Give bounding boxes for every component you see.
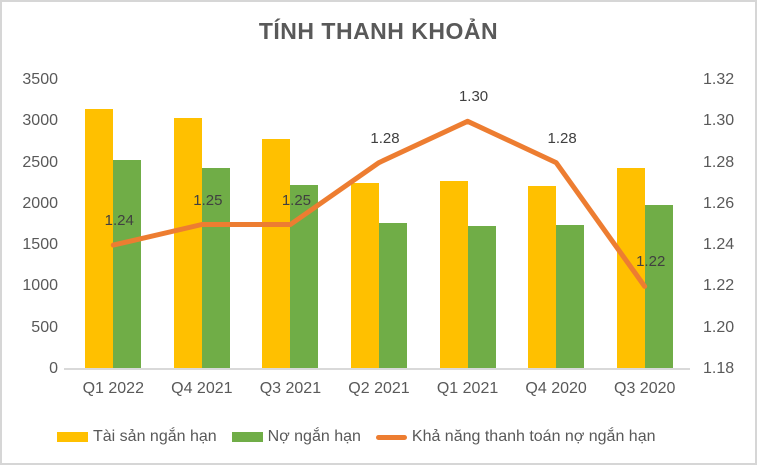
x-axis-label: Q1 2022: [82, 380, 144, 397]
ratio-line-swatch-icon: [375, 434, 407, 440]
left-axis-tick: 3000: [22, 112, 58, 130]
left-axis-tick: 2000: [22, 194, 58, 212]
chart-title: TÍNH THANH KHOẢN: [258, 18, 499, 44]
bar-liabilities: [467, 226, 496, 369]
left-axis-tick: 3500: [22, 71, 58, 88]
bar-assets: [262, 138, 291, 369]
bar-liabilities: [644, 204, 673, 369]
left-axis-tick: 1500: [22, 236, 58, 254]
right-axis-tick: 1.30: [703, 112, 735, 130]
left-axis-tick: 500: [31, 318, 58, 336]
bar-assets: [351, 183, 379, 369]
bar-liabilities: [113, 160, 142, 369]
legend: Tài sản ngắn hạn Nợ ngắn hạn Khả năng th…: [57, 426, 655, 448]
right-axis-tick: 1.32: [703, 71, 735, 88]
legend-item-ratio: Khả năng thanh toán nợ ngắn hạn: [375, 428, 656, 446]
bar-liabilities: [290, 184, 319, 369]
bar-liabilities: [379, 222, 407, 369]
legend-item-liabilities: Nợ ngắn hạn: [231, 428, 361, 446]
x-axis-label: Q4 2020: [525, 380, 587, 397]
legend-label-ratio: Khả năng thanh toán nợ ngắn hạn: [411, 428, 656, 445]
liabilities-swatch-icon: [231, 432, 263, 442]
x-axis-label: Q1 2021: [436, 380, 499, 397]
bar-assets: [173, 117, 202, 369]
ratio-data-label: 1.24: [104, 212, 134, 230]
ratio-data-label: 1.25: [193, 191, 223, 209]
x-axis-label: Q3 2020: [614, 380, 676, 397]
bar-assets: [439, 180, 468, 369]
ratio-data-label: 1.25: [281, 191, 312, 209]
right-axis-tick: 1.20: [703, 318, 735, 336]
right-axis-tick: 1.24: [703, 236, 735, 254]
legend-item-assets: Tài sản ngắn hạn: [57, 428, 217, 446]
bar-liabilities: [556, 225, 585, 369]
left-axis-tick: 0: [49, 360, 58, 377]
legend-label-assets: Tài sản ngắn hạn: [93, 428, 217, 445]
right-axis-tick: 1.18: [703, 360, 735, 377]
right-axis-tick: 1.26: [703, 194, 735, 212]
legend-label-liabilities: Nợ ngắn hạn: [267, 428, 361, 445]
bar-assets: [85, 108, 114, 369]
right-axis-tick: 1.22: [703, 277, 735, 295]
x-axis-label: Q3 2021: [259, 380, 322, 397]
ratio-data-label: 1.22: [636, 253, 666, 271]
x-axis-label: Q2 2021: [348, 380, 410, 397]
ratio-data-label: 1.28: [547, 129, 577, 147]
ratio-data-label: 1.28: [370, 129, 400, 147]
right-axis-tick: 1.28: [703, 153, 735, 171]
bar-assets: [528, 185, 557, 369]
ratio-data-label: 1.30: [458, 88, 489, 106]
x-axis-line: [64, 368, 690, 370]
x-axis-label: Q4 2021: [171, 380, 233, 397]
left-axis-tick: 2500: [22, 153, 58, 171]
assets-swatch-icon: [57, 432, 88, 442]
left-axis-tick: 1000: [22, 277, 58, 295]
